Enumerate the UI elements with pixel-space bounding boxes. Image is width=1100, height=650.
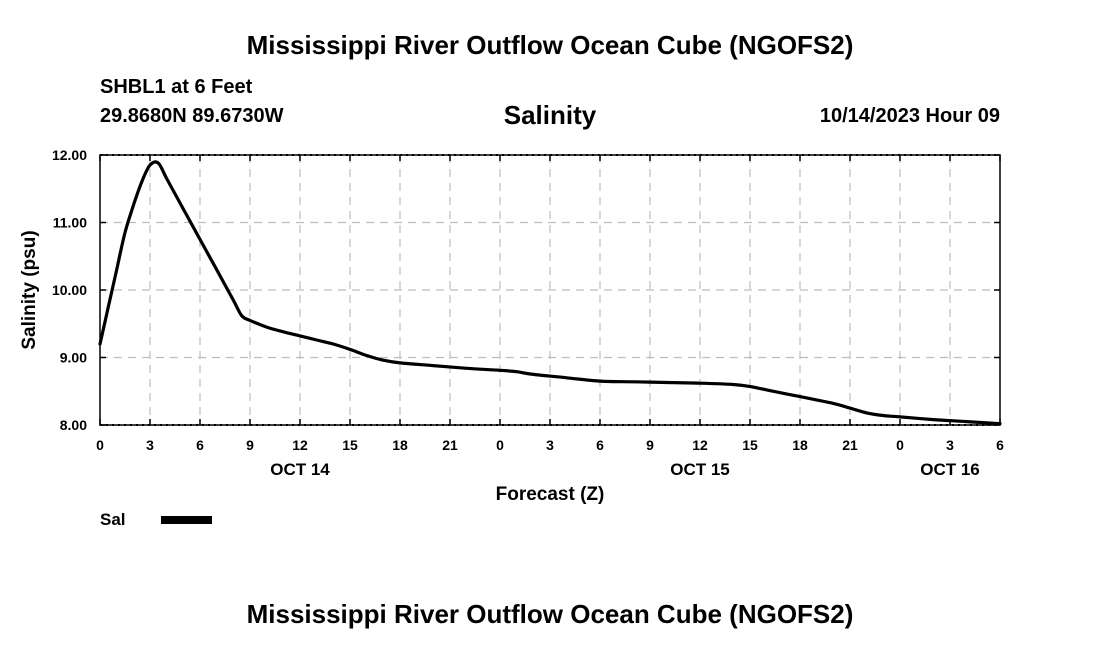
- x-tick-label: 12: [692, 437, 708, 453]
- legend-swatch: [161, 516, 212, 524]
- x-tick-label: 0: [896, 437, 904, 453]
- x-tick-label: 21: [842, 437, 858, 453]
- legend-label: Sal: [100, 510, 126, 529]
- x-tick-label: 6: [196, 437, 204, 453]
- x-tick-label: 3: [146, 437, 154, 453]
- x-tick-label: 12: [292, 437, 308, 453]
- chart-title: Salinity: [503, 100, 597, 130]
- x-tick-label: 3: [946, 437, 954, 453]
- salinity-series-line: [98, 160, 1002, 426]
- y-tick-label: 12.00: [52, 147, 87, 163]
- grid-lines: [100, 155, 1000, 425]
- y-tick-label: 10.00: [52, 282, 87, 298]
- y-axis-label: Salinity (psu): [19, 230, 40, 349]
- x-tick-label: 0: [496, 437, 504, 453]
- x-tick-label: 6: [596, 437, 604, 453]
- x-tick-label: 9: [246, 437, 254, 453]
- x-tick-label: 15: [742, 437, 758, 453]
- forecast-timestamp: 10/14/2023 Hour 09: [819, 105, 1000, 127]
- station-coordinates: 29.8680N 89.6730W: [100, 105, 284, 127]
- salinity-chart: 0 3 6 9 12 15 18 21 0 3 6 9 12 15 18 21 0 3 6 8.00 9.00 10.00…: [19, 147, 1004, 505]
- x-tick-label: 18: [392, 437, 408, 453]
- x-tick-label: 18: [792, 437, 808, 453]
- x-axis-label: Forecast (Z): [496, 484, 605, 505]
- series-layer: [98, 160, 1002, 426]
- y-tick-label: 11.00: [53, 215, 87, 231]
- y-tick-label: 8.00: [60, 417, 87, 433]
- x-tick-label: 21: [442, 437, 458, 453]
- page-title: Mississippi River Outflow Ocean Cube (NG…: [246, 30, 854, 60]
- date-label: OCT 14: [270, 460, 330, 479]
- date-label: OCT 16: [920, 460, 980, 479]
- x-tick-label: 6: [996, 437, 1004, 453]
- x-tick-label: 15: [342, 437, 358, 453]
- axis-ticks: 0 3 6 9 12 15 18 21 0 3 6 9 12 15 18 21 0 3 6 8.00 9.00 10.00…: [52, 147, 1004, 479]
- x-tick-label: 9: [646, 437, 654, 453]
- x-tick-label: 3: [546, 437, 554, 453]
- y-tick-label: 9.00: [60, 350, 87, 366]
- date-label: OCT 15: [670, 460, 730, 479]
- station-label: SHBL1 at 6 Feet: [100, 76, 253, 98]
- footer-title: Mississippi River Outflow Ocean Cube (NG…: [246, 599, 854, 629]
- x-tick-label: 0: [96, 437, 104, 453]
